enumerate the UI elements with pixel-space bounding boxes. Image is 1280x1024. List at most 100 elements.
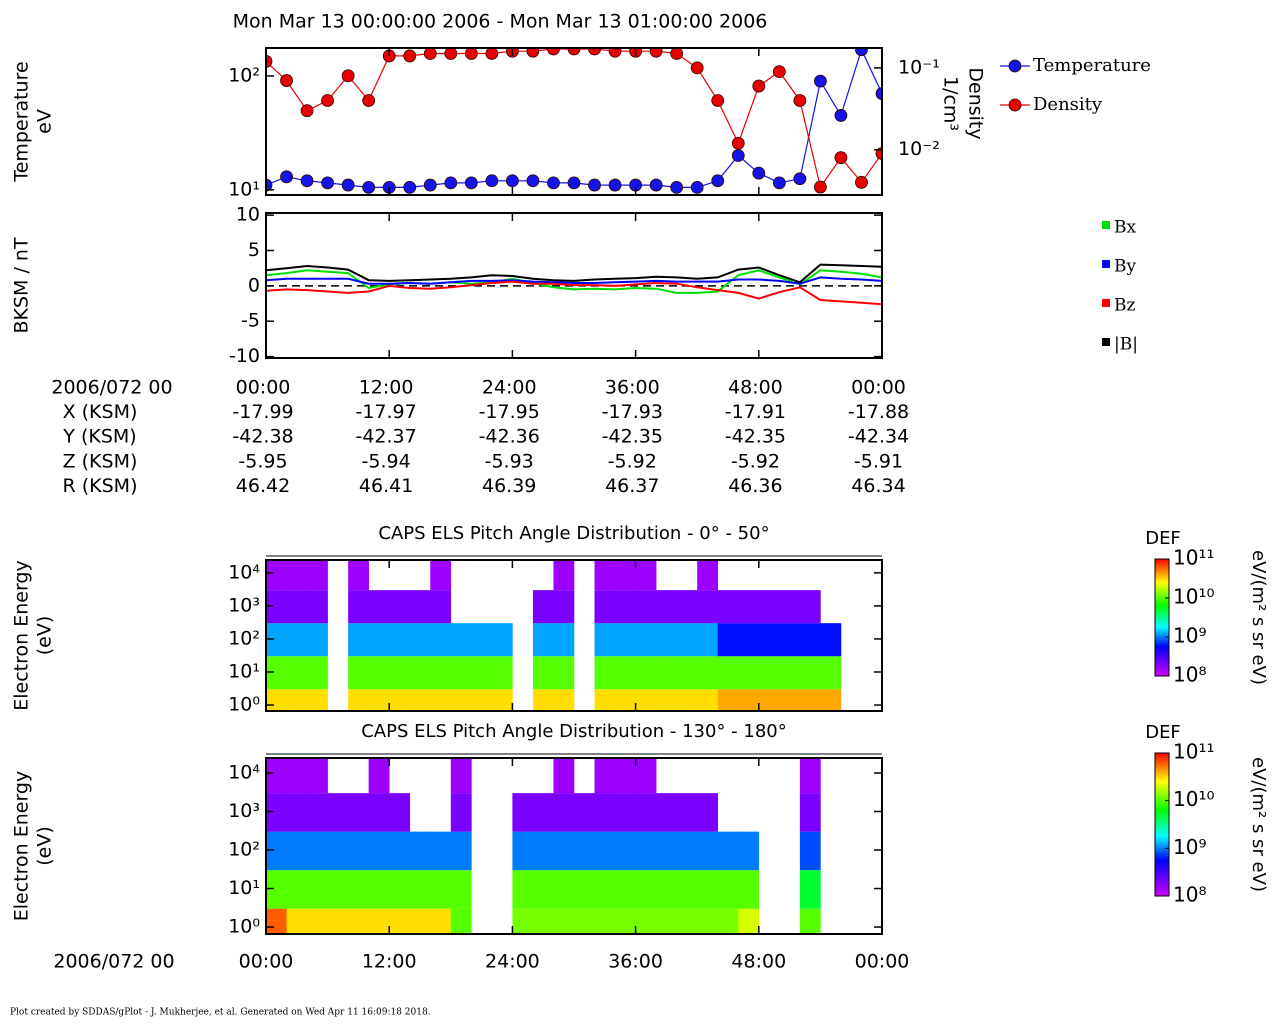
- heat-cell: [266, 560, 287, 591]
- legend-swatch: [1102, 260, 1110, 268]
- data-point: [772, 65, 786, 79]
- data-point: [464, 48, 478, 60]
- heat-cell: [615, 870, 636, 909]
- series-line: [266, 48, 882, 189]
- colorbar-tick-label: 10¹⁰: [1173, 585, 1214, 609]
- heat-cell: [389, 831, 411, 871]
- data-point: [464, 176, 478, 190]
- heat-cell: [430, 870, 452, 909]
- heat-cell: [594, 831, 616, 871]
- heat-cell: [430, 560, 452, 591]
- heat-cell: [286, 560, 308, 591]
- heat-cell: [389, 689, 411, 711]
- x-tick-label: 24:00: [485, 951, 540, 973]
- legend-label: Temperature: [1033, 55, 1151, 76]
- ephemeris-value: -42.35: [725, 426, 786, 448]
- heat-cell: [594, 560, 616, 591]
- heat-cell: [430, 623, 452, 657]
- data-point: [588, 178, 601, 192]
- legend-label: By: [1114, 257, 1136, 277]
- heat-cell: [266, 656, 287, 690]
- heat-cell: [327, 793, 349, 832]
- ephemeris-value: -17.97: [355, 401, 416, 423]
- chart-title: CAPS ELS Pitch Angle Distribution - 130°…: [361, 721, 787, 742]
- heat-cell: [594, 793, 616, 832]
- plot-frame: [265, 47, 883, 196]
- y-tick-label: 10: [236, 204, 260, 226]
- data-point: [588, 48, 601, 56]
- heat-cell: [738, 623, 760, 657]
- heat-cell: [574, 908, 595, 934]
- ephemeris-value: -17.95: [479, 401, 540, 423]
- heat-cell: [368, 758, 390, 794]
- chart-title: CAPS ELS Pitch Angle Distribution - 0° -…: [378, 523, 769, 544]
- heat-cell: [307, 590, 328, 624]
- data-point: [711, 94, 725, 107]
- heat-cell: [553, 689, 575, 711]
- heat-cell: [389, 623, 411, 657]
- heat-cell: [430, 831, 452, 871]
- data-point: [341, 69, 355, 83]
- colorbar: [1154, 752, 1170, 897]
- heat-cell: [594, 590, 616, 624]
- ephemeris-value: -17.91: [725, 401, 786, 423]
- heat-cell: [450, 793, 472, 832]
- data-point: [670, 180, 684, 194]
- data-point: [855, 48, 868, 57]
- heat-cell: [594, 656, 616, 690]
- heat-cell: [286, 656, 308, 690]
- ephemeris-value: -42.37: [355, 426, 416, 448]
- heat-cell: [574, 870, 595, 909]
- heat-cell: [799, 590, 821, 624]
- heat-cell: [307, 831, 328, 871]
- heat-cell: [307, 656, 328, 690]
- heat-cell: [635, 758, 657, 794]
- ephemeris-row-label: Z (KSM): [63, 450, 138, 472]
- series-line: [266, 280, 882, 306]
- plot-area: [266, 758, 821, 934]
- data-point: [731, 149, 745, 162]
- heat-cell: [450, 758, 472, 794]
- data-point: [423, 48, 437, 60]
- heat-cell: [430, 908, 452, 934]
- heat-cell: [348, 908, 369, 934]
- heat-cell: [368, 831, 390, 871]
- ephemeris-time: 48:00: [728, 377, 783, 399]
- data-point: [567, 176, 581, 190]
- y-tick-label: 10¹: [228, 178, 260, 200]
- heat-cell: [348, 623, 369, 657]
- data-point: [485, 48, 499, 60]
- ephemeris-row-label: R (KSM): [63, 475, 138, 497]
- heat-cell: [697, 560, 719, 591]
- heat-cell: [286, 623, 308, 657]
- heat-cell: [307, 689, 328, 711]
- legend-marker: [1008, 59, 1022, 73]
- data-point: [690, 61, 704, 75]
- heat-cell: [820, 689, 842, 711]
- legend-label: |B|: [1114, 335, 1138, 355]
- ephemeris-time: 24:00: [482, 377, 537, 399]
- y2-tick-label: 10⁻¹: [898, 56, 940, 78]
- heat-cell: [348, 590, 369, 624]
- heat-cell: [656, 689, 677, 711]
- heat-cell: [553, 793, 575, 832]
- y-tick-label: -10: [229, 345, 260, 367]
- ephemeris-value: -17.99: [232, 401, 293, 423]
- heat-cell: [450, 623, 472, 657]
- heat-cell: [286, 908, 308, 934]
- data-point: [266, 178, 273, 192]
- heat-cell: [676, 793, 698, 832]
- heat-cell: [717, 623, 739, 657]
- heat-cell: [450, 870, 472, 909]
- y-axis-label: Electron Energy: [11, 771, 33, 922]
- heat-cell: [615, 793, 636, 832]
- data-point: [280, 170, 293, 184]
- ephemeris-time: 00:00: [236, 377, 291, 399]
- heat-cell: [738, 908, 760, 934]
- heat-cell: [307, 623, 328, 657]
- ephemeris-value: -42.34: [848, 426, 909, 448]
- heat-cell: [327, 908, 349, 934]
- heat-cell: [635, 590, 657, 624]
- ephemeris-value: -42.35: [602, 426, 663, 448]
